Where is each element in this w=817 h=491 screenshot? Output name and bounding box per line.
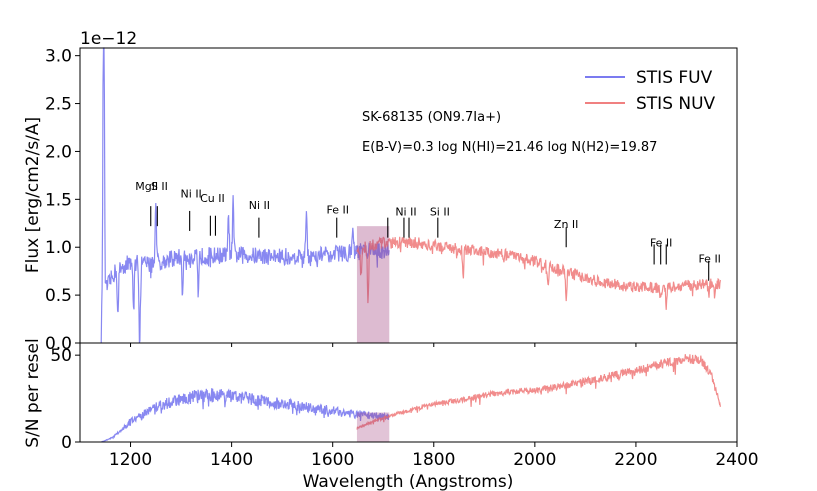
annotation-label: Zn II [554,218,579,231]
annotation-label: Fe II [650,236,672,249]
flux-y-tick-label: 0.0 [45,334,72,354]
annotation-label: Cu II [200,192,225,205]
sn-panel: 0 50 S/N per resel [23,338,738,453]
flux-y-tick-label: 3.0 [45,47,72,67]
star-name: SK-68135 (ON9.7Ia+) [362,110,501,125]
sn-overlap-region [356,412,390,442]
sn-line-stis-fuv [100,388,390,443]
annotation-label: Ni II [395,206,416,219]
sn-y-ticks: 0 50 [50,346,80,453]
star-parameters: E(B-V)=0.3 log N(HI)=21.46 log N(H2)=19.… [362,140,657,155]
flux-y-tick-label: 2.5 [45,95,72,115]
flux-y-tick-label: 2.0 [45,142,72,162]
x-tick-label: 2000 [513,450,556,470]
legend-label-fuv: STIS FUV [636,68,713,88]
flux-series-group [100,47,721,344]
sn-series-group [100,354,721,443]
flux-y-axis-label: Flux [erg/cm2/s/A] [23,117,43,273]
annotation-label: Fe II [327,204,349,217]
x-axis-ticks: 1200 1400 1600 1800 2000 2200 2400 [109,343,759,470]
sn-y-axis-label: S/N per resel [23,338,43,447]
sn-y-tick-label: 50 [50,346,72,366]
flux-overlap-region [356,226,390,343]
x-tick-label: 1600 [311,450,354,470]
flux-y-tick-label: 0.5 [45,286,72,306]
annotation-label: Fe II [698,253,720,266]
annotation-label: Si II [430,206,450,219]
flux-axes-frame [79,47,738,344]
legend-label-nuv: STIS NUV [636,94,716,114]
legend: STIS FUV STIS NUV [585,68,716,114]
y-offset-label: 1e−12 [80,29,137,49]
x-axis-label: Wavelength (Angstroms) [303,472,514,491]
sn-axes-frame [79,342,738,443]
sn-line-stis-nuv [356,354,721,430]
x-tick-label: 2400 [715,450,758,470]
x-tick-label: 1800 [412,450,455,470]
flux-y-tick-label: 1.5 [45,190,72,210]
flux-line-stis-fuv [100,47,390,344]
sn-y-tick-label: 0 [61,433,72,453]
annotation-label: S II [151,180,168,193]
annotation-label: Ni II [249,199,270,212]
annotation-label: MgII [135,180,158,193]
flux-y-ticks: 0.0 0.5 1.0 1.5 2.0 2.5 3.0 [45,47,80,354]
flux-line-stis-nuv [356,236,721,310]
annotation-label: Ni II [181,187,202,200]
flux-y-tick-label: 1.0 [45,238,72,258]
x-tick-label: 1400 [210,450,253,470]
x-tick-label: 1200 [109,450,152,470]
x-tick-label: 2200 [614,450,657,470]
